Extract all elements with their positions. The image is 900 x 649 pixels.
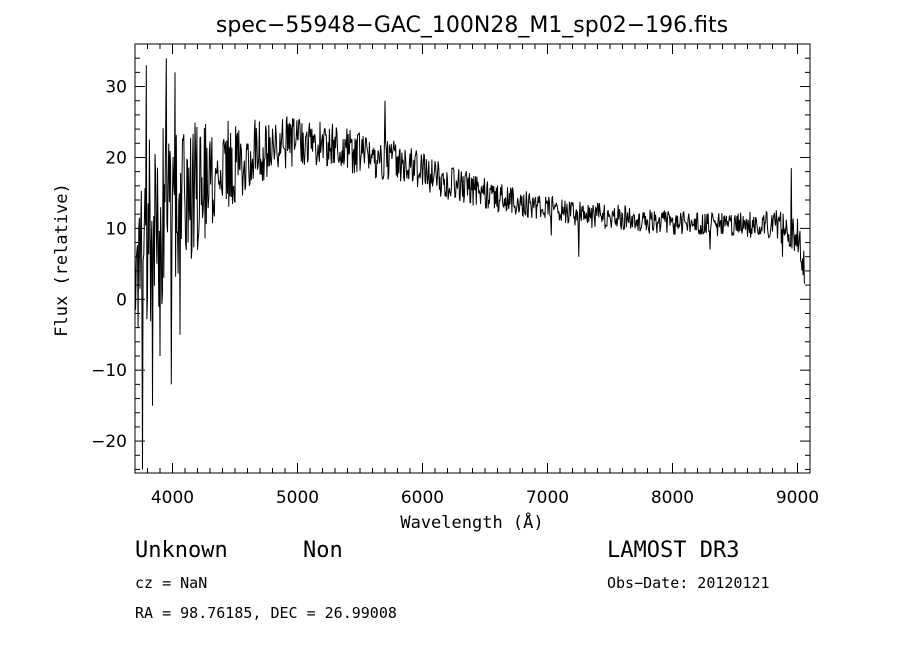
object-subclass: Non [303,538,343,563]
plot-frame [134,43,811,474]
y-tick-label: 20 [105,148,127,168]
x-tick-label: 7000 [526,488,569,508]
y-tick-label: −20 [91,432,127,452]
y-tick-label: 30 [105,78,127,98]
x-tick-label: 4000 [151,488,194,508]
chart-title: spec−55948−GAC_100N28_M1_sp02−196.fits [216,13,728,38]
coordinates: RA = 98.76185, DEC = 26.99008 [135,604,397,622]
axis-ticks [134,43,811,473]
x-tick-label: 9000 [776,488,819,508]
object-class: Unknown [135,538,228,563]
x-tick-label: 6000 [401,488,444,508]
x-axis-label: Wavelength (Å) [400,511,543,533]
redshift-cz: cz = NaN [135,574,208,592]
spectrum-series [134,58,806,470]
y-tick-label: 10 [105,219,127,239]
y-axis-label: Flux (relative) [52,183,72,337]
x-tick-label: 5000 [276,488,319,508]
observation-date: Obs−Date: 20120121 [607,574,770,592]
y-tick-label: 0 [116,290,127,310]
survey-name: LAMOST DR3 [607,538,740,563]
tick-labels: 4000 5000 6000 7000 8000 9000 −20 −10 0 10 20 30 [91,78,819,508]
y-tick-label: −10 [91,361,127,381]
x-tick-label: 8000 [651,488,694,508]
